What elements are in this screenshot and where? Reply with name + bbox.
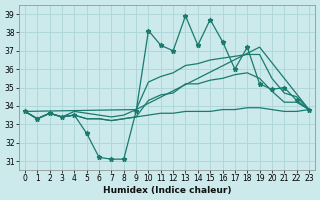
X-axis label: Humidex (Indice chaleur): Humidex (Indice chaleur) bbox=[103, 186, 231, 195]
